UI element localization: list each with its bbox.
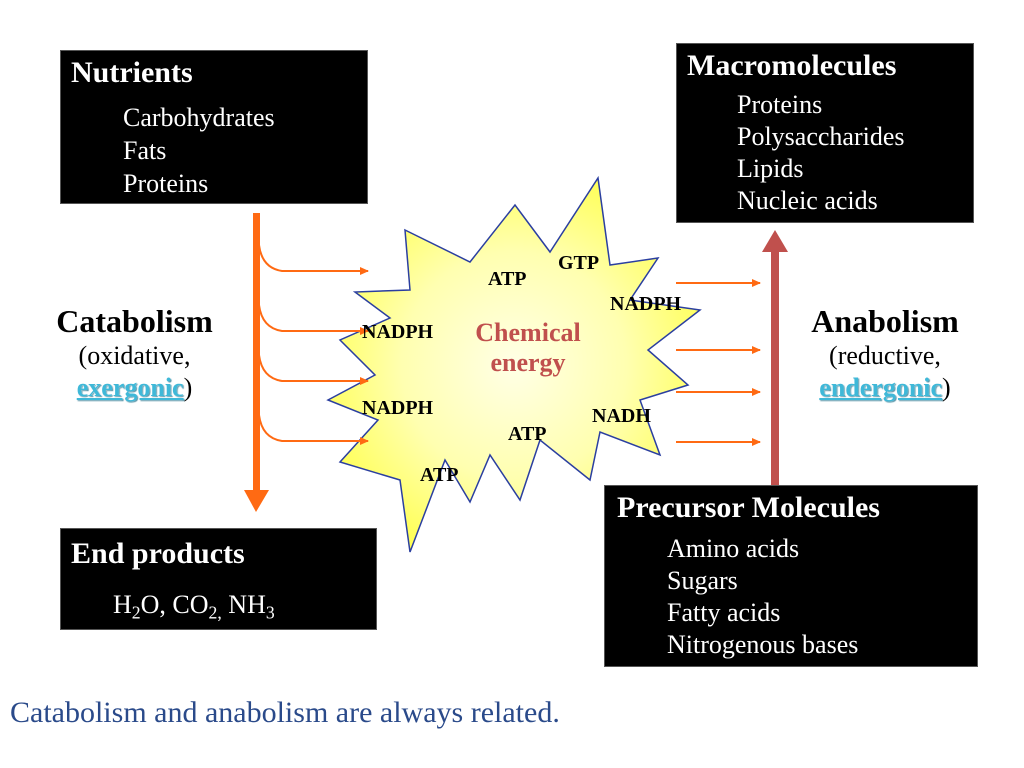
catabolism-branches xyxy=(258,244,369,445)
macromolecules-list: Proteins Polysaccharides Lipids Nucleic … xyxy=(737,89,905,217)
list-item: Fats xyxy=(123,136,167,165)
carrier-nadph: NADPH xyxy=(362,397,434,419)
endergonic-highlight: endergonic xyxy=(819,373,943,402)
catabolism-line1: (oxidative, xyxy=(78,341,191,370)
nutrients-list: Carbohydrates Fats Proteins xyxy=(123,101,275,200)
chemical-energy-line1: Chemical xyxy=(475,318,581,347)
precursor-title: Precursor Molecules xyxy=(617,491,880,524)
list-item: Sugars xyxy=(667,566,738,595)
list-item: Nucleic acids xyxy=(737,186,878,215)
list-item: Nitrogenous bases xyxy=(667,630,859,659)
caption: Catabolism and anabolism are always rela… xyxy=(10,696,560,729)
energy-burst xyxy=(326,175,702,553)
macromolecules-box: Macromolecules Proteins Polysaccharides … xyxy=(676,43,974,223)
list-item: Fatty acids xyxy=(667,598,781,627)
catabolism-line2: exergonic) xyxy=(22,372,247,404)
end-products-title: End products xyxy=(71,537,245,570)
anabolism-feed-arrows xyxy=(676,279,761,446)
catabolism-label: Catabolism (oxidative, exergonic) xyxy=(22,302,247,404)
formula-text: H xyxy=(113,590,132,619)
precursor-list: Amino acids Sugars Fatty acids Nitrogeno… xyxy=(667,533,858,661)
precursor-molecules-box: Precursor Molecules Amino acids Sugars F… xyxy=(604,485,978,667)
carrier-atp: ATP xyxy=(420,464,459,486)
paren-close: ) xyxy=(942,373,951,402)
catabolism-arrow xyxy=(244,213,269,512)
catabolism-title: Catabolism xyxy=(56,303,213,339)
anabolism-arrow xyxy=(762,230,788,485)
carrier-nadph: NADPH xyxy=(610,293,682,315)
formula-subscript: 2, xyxy=(208,602,222,623)
exergonic-highlight: exergonic xyxy=(76,373,184,402)
formula-text: O, xyxy=(140,590,173,619)
list-item: Carbohydrates xyxy=(123,103,275,132)
list-item: Proteins xyxy=(737,90,823,119)
chemical-energy-line2: energy xyxy=(490,348,566,377)
formula-text: NH xyxy=(221,590,266,619)
chemical-energy-label: Chemical energy xyxy=(458,318,598,378)
anabolism-line2: endergonic) xyxy=(770,372,1000,404)
carrier-atp: ATP xyxy=(508,423,547,445)
list-item: Lipids xyxy=(737,154,804,183)
list-item: Amino acids xyxy=(667,534,800,563)
list-item: Proteins xyxy=(123,169,209,198)
nutrients-box: Nutrients Carbohydrates Fats Proteins xyxy=(60,50,368,204)
carrier-nadh: NADH xyxy=(592,405,651,427)
carrier-gtp: GTP xyxy=(558,252,600,274)
anabolism-line1: (reductive, xyxy=(829,341,941,370)
macromolecules-title: Macromolecules xyxy=(687,49,897,82)
nutrients-title: Nutrients xyxy=(71,56,193,89)
paren-close: ) xyxy=(183,373,193,402)
anabolism-label: Anabolism (reductive, endergonic) xyxy=(770,302,1000,404)
formula-subscript: 2 xyxy=(131,602,141,623)
formula-subscript: 3 xyxy=(265,602,275,623)
carrier-nadph: NADPH xyxy=(362,321,434,343)
end-products-box: End products H2O, CO2, NH3 xyxy=(60,528,377,630)
formula-text: CO xyxy=(172,590,209,619)
anabolism-title: Anabolism xyxy=(811,303,959,339)
carrier-atp: ATP xyxy=(488,268,527,290)
list-item: Polysaccharides xyxy=(737,122,905,151)
end-products-formula: H2O, CO2, NH3 xyxy=(113,589,275,621)
